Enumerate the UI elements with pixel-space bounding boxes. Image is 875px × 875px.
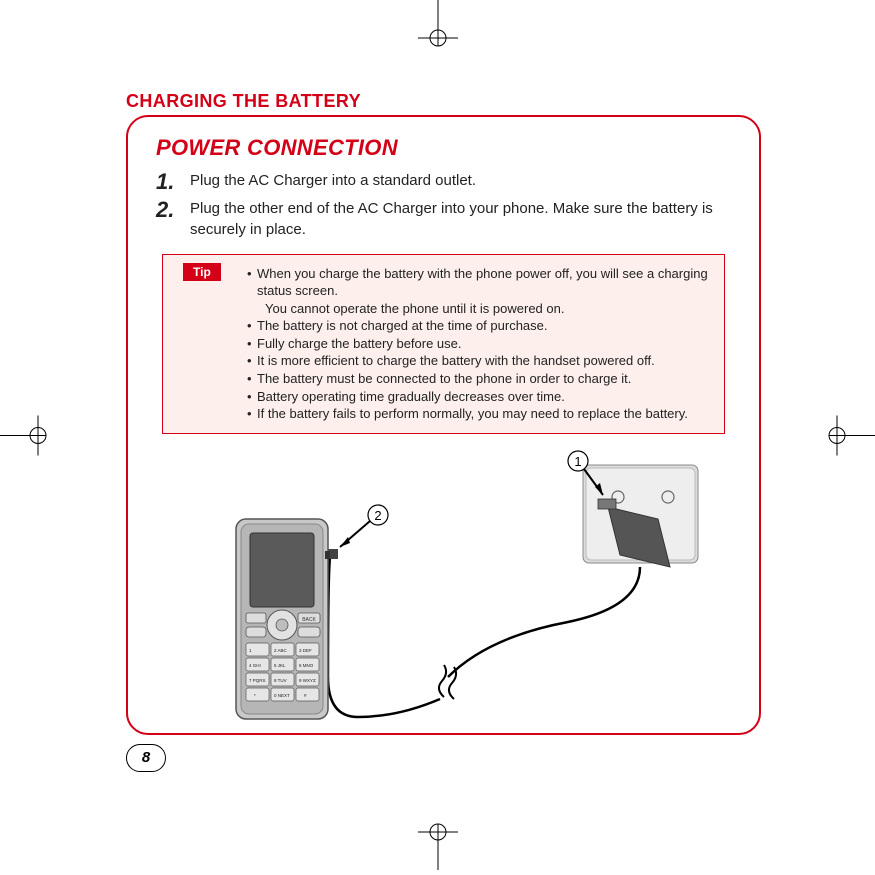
tip-item: The battery must be connected to the pho… xyxy=(247,370,712,388)
marker-2: 2 xyxy=(340,505,388,547)
tip-box: Tip When you charge the battery with the… xyxy=(162,254,725,434)
step-text: Plug the other end of the AC Charger int… xyxy=(190,200,713,237)
svg-text:8 TUV: 8 TUV xyxy=(274,678,287,683)
svg-text:9 WXYZ: 9 WXYZ xyxy=(299,678,316,683)
section-title: CHARGING THE BATTERY xyxy=(126,91,361,112)
tip-badge: Tip xyxy=(183,263,221,281)
content-frame: POWER CONNECTION 1. Plug the AC Charger … xyxy=(126,115,761,735)
svg-text:4 GHI: 4 GHI xyxy=(249,663,261,668)
tip-item-continuation: You cannot operate the phone until it is… xyxy=(247,300,712,318)
svg-text:5 JKL: 5 JKL xyxy=(274,663,286,668)
svg-text:7 PQRS: 7 PQRS xyxy=(249,678,266,683)
step-list: 1. Plug the AC Charger into a standard o… xyxy=(156,171,731,240)
crop-mark-right xyxy=(827,405,875,470)
phone-icon: BACK 1 2 ABC 3 DEF 4 GHI 5 JKL 6 MNO 7 P… xyxy=(236,519,330,719)
svg-text:*: * xyxy=(254,693,256,698)
charging-diagram: 1 xyxy=(128,447,759,707)
step-text: Plug the AC Charger into a standard outl… xyxy=(190,172,476,189)
crop-mark-top xyxy=(408,0,468,53)
step-item: 2. Plug the other end of the AC Charger … xyxy=(156,199,731,240)
step-number: 2. xyxy=(156,195,174,225)
crop-mark-bottom xyxy=(408,822,468,875)
step-item: 1. Plug the AC Charger into a standard o… xyxy=(156,171,731,191)
tip-list: When you charge the battery with the pho… xyxy=(247,265,712,423)
page-number: 8 xyxy=(126,744,166,772)
tip-item: The battery is not charged at the time o… xyxy=(247,317,712,335)
svg-text:1: 1 xyxy=(574,454,581,469)
crop-mark-left xyxy=(0,405,48,470)
svg-text:0 NEXT: 0 NEXT xyxy=(274,693,290,698)
svg-text:BACK: BACK xyxy=(302,617,316,623)
manual-page: CHARGING THE BATTERY POWER CONNECTION 1.… xyxy=(0,0,875,875)
step-number: 1. xyxy=(156,167,174,197)
tip-item: Battery operating time gradually decreas… xyxy=(247,388,712,406)
tip-item: It is more efficient to charge the batte… xyxy=(247,352,712,370)
tip-item: If the battery fails to perform normally… xyxy=(247,405,712,423)
tip-item: When you charge the battery with the pho… xyxy=(247,265,712,300)
svg-text:6 MNO: 6 MNO xyxy=(299,663,314,668)
svg-text:3 DEF: 3 DEF xyxy=(299,648,312,653)
tip-item: Fully charge the battery before use. xyxy=(247,335,712,353)
svg-text:2: 2 xyxy=(374,508,381,523)
svg-text:2 ABC: 2 ABC xyxy=(274,648,288,653)
subheading: POWER CONNECTION xyxy=(156,135,731,161)
cable-break-icon xyxy=(439,665,456,699)
